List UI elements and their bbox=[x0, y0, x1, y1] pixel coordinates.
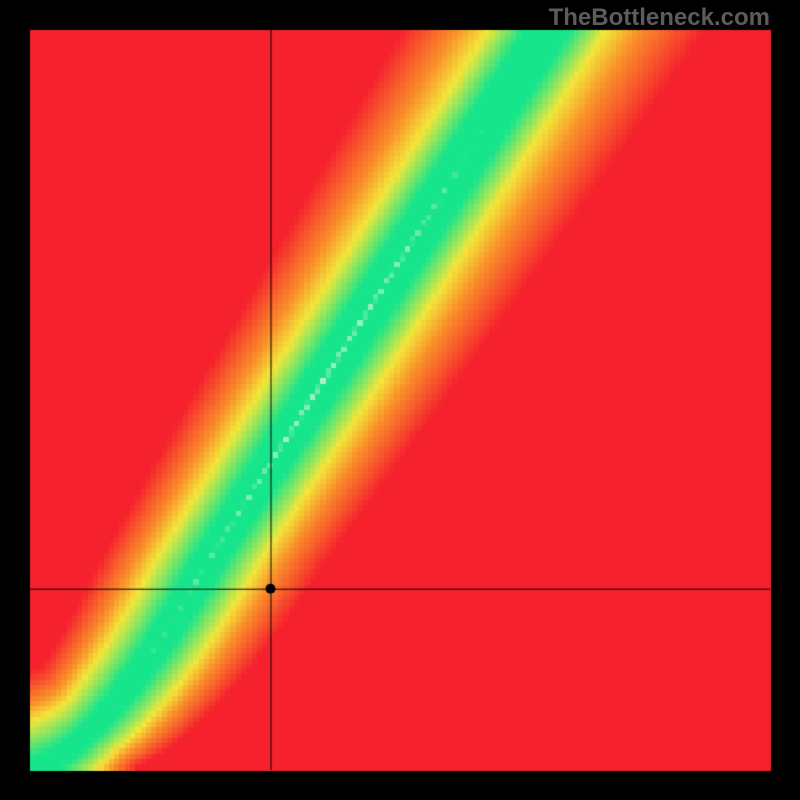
watermark-text: TheBottleneck.com bbox=[549, 4, 770, 32]
bottleneck-heatmap bbox=[0, 0, 800, 800]
